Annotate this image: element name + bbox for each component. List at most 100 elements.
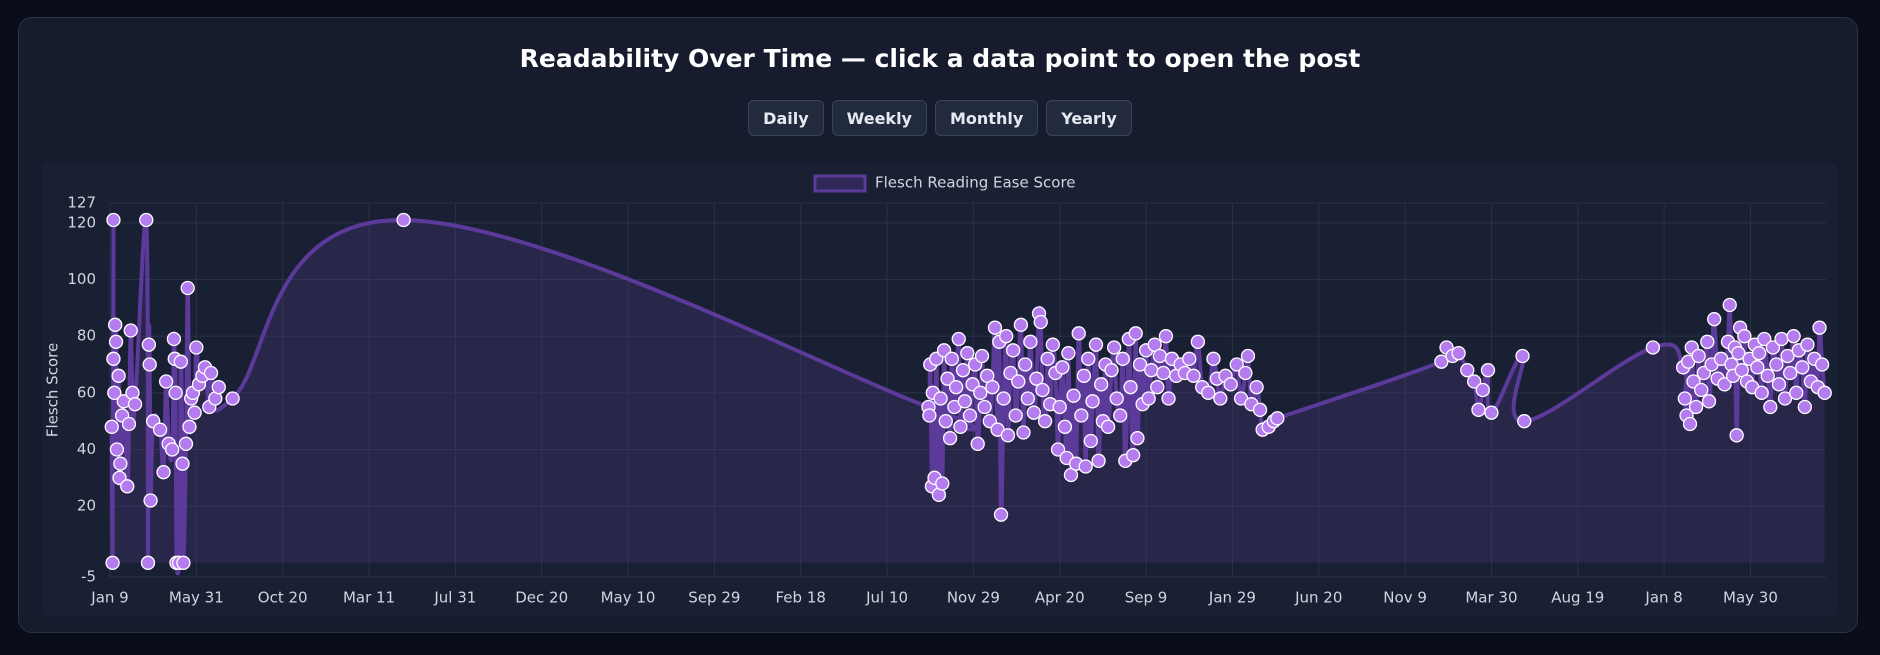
data-point[interactable] — [1434, 354, 1449, 369]
data-point[interactable] — [1190, 334, 1206, 349]
data-point[interactable] — [987, 320, 1003, 335]
data-point[interactable] — [1045, 337, 1060, 352]
data-point[interactable] — [120, 479, 135, 494]
data-point[interactable] — [1238, 365, 1253, 381]
weekly-button[interactable]: Weekly — [831, 100, 927, 136]
data-point[interactable] — [156, 465, 171, 480]
data-point[interactable] — [938, 414, 953, 429]
data-point[interactable] — [935, 476, 950, 491]
data-point[interactable] — [1150, 380, 1165, 395]
data-point[interactable] — [1270, 411, 1285, 426]
data-point[interactable] — [141, 337, 157, 352]
monthly-button[interactable]: Monthly — [934, 100, 1039, 136]
data-point[interactable] — [1141, 391, 1156, 406]
daily-button[interactable]: Daily — [748, 100, 824, 136]
data-point[interactable] — [1052, 399, 1067, 415]
data-point[interactable] — [1106, 340, 1122, 355]
data-point[interactable] — [1757, 331, 1772, 347]
data-point[interactable] — [1109, 391, 1124, 406]
data-point[interactable] — [1156, 365, 1171, 381]
data-point[interactable] — [1152, 348, 1168, 364]
data-point[interactable] — [1057, 419, 1073, 434]
data-point[interactable] — [140, 555, 156, 570]
data-point[interactable] — [1471, 402, 1486, 417]
data-point[interactable] — [127, 397, 143, 412]
data-point[interactable] — [1694, 382, 1709, 398]
data-point[interactable] — [107, 385, 122, 400]
data-point[interactable] — [1480, 363, 1496, 378]
data-point[interactable] — [1123, 380, 1138, 395]
data-point[interactable] — [175, 456, 190, 471]
data-point[interactable] — [1751, 346, 1767, 361]
data-point[interactable] — [113, 456, 128, 471]
data-point[interactable] — [1033, 314, 1048, 330]
data-point[interactable] — [189, 340, 204, 355]
data-point[interactable] — [180, 280, 195, 296]
data-point[interactable] — [152, 422, 168, 437]
data-point[interactable] — [1691, 348, 1706, 364]
data-point[interactable] — [121, 416, 137, 432]
data-point[interactable] — [1795, 360, 1810, 375]
data-point[interactable] — [1213, 391, 1228, 406]
data-point[interactable] — [1707, 312, 1722, 327]
data-point[interactable] — [1800, 337, 1815, 352]
data-point[interactable] — [1789, 385, 1804, 400]
data-point[interactable] — [1083, 433, 1098, 449]
data-point[interactable] — [203, 365, 219, 381]
data-point[interactable] — [1125, 448, 1141, 463]
data-point[interactable] — [1817, 385, 1832, 400]
data-point[interactable] — [999, 329, 1014, 344]
data-point[interactable] — [1645, 340, 1661, 355]
data-point[interactable] — [1760, 368, 1775, 383]
data-point[interactable] — [1011, 374, 1026, 389]
data-point[interactable] — [1074, 408, 1089, 423]
data-point[interactable] — [1066, 388, 1081, 403]
data-point[interactable] — [109, 442, 125, 457]
data-point[interactable] — [143, 493, 158, 508]
data-point[interactable] — [1182, 351, 1197, 366]
data-point[interactable] — [211, 380, 226, 395]
data-point[interactable] — [1223, 377, 1238, 392]
data-point[interactable] — [1008, 408, 1023, 423]
data-point[interactable] — [168, 385, 183, 400]
data-point[interactable] — [166, 331, 182, 347]
data-point[interactable] — [1688, 399, 1704, 415]
data-point[interactable] — [1475, 382, 1490, 398]
data-point[interactable] — [1771, 377, 1787, 392]
data-point[interactable] — [1229, 357, 1244, 372]
data-point[interactable] — [1717, 377, 1732, 392]
data-point[interactable] — [1460, 363, 1475, 378]
data-point[interactable] — [1013, 317, 1029, 332]
data-point[interactable] — [1769, 357, 1784, 372]
data-point[interactable] — [176, 555, 191, 570]
data-point[interactable] — [1517, 414, 1532, 429]
data-point[interactable] — [960, 346, 975, 361]
data-point[interactable] — [187, 405, 202, 420]
data-point[interactable] — [1467, 374, 1482, 389]
data-point[interactable] — [1737, 329, 1752, 344]
data-point[interactable] — [182, 419, 197, 434]
data-point[interactable] — [1161, 391, 1176, 406]
data-point[interactable] — [178, 436, 194, 451]
data-point[interactable] — [1780, 348, 1795, 364]
data-point[interactable] — [1812, 320, 1827, 335]
data-point[interactable] — [993, 507, 1009, 522]
data-point[interactable] — [1100, 419, 1116, 434]
data-point[interactable] — [1091, 453, 1106, 468]
data-point[interactable] — [1206, 351, 1221, 366]
data-point[interactable] — [977, 399, 992, 415]
data-point[interactable] — [1774, 331, 1789, 347]
data-point[interactable] — [1777, 391, 1793, 406]
data-point[interactable] — [933, 391, 948, 406]
data-point[interactable] — [123, 323, 138, 338]
data-point[interactable] — [944, 351, 959, 366]
data-point[interactable] — [1020, 391, 1035, 406]
data-point[interactable] — [922, 408, 937, 423]
data-point[interactable] — [1201, 385, 1216, 400]
data-point[interactable] — [957, 394, 972, 409]
data-point[interactable] — [948, 380, 964, 395]
data-point[interactable] — [1040, 351, 1055, 366]
data-point[interactable] — [142, 357, 157, 372]
data-point[interactable] — [1128, 326, 1143, 341]
data-point[interactable] — [1026, 405, 1041, 420]
